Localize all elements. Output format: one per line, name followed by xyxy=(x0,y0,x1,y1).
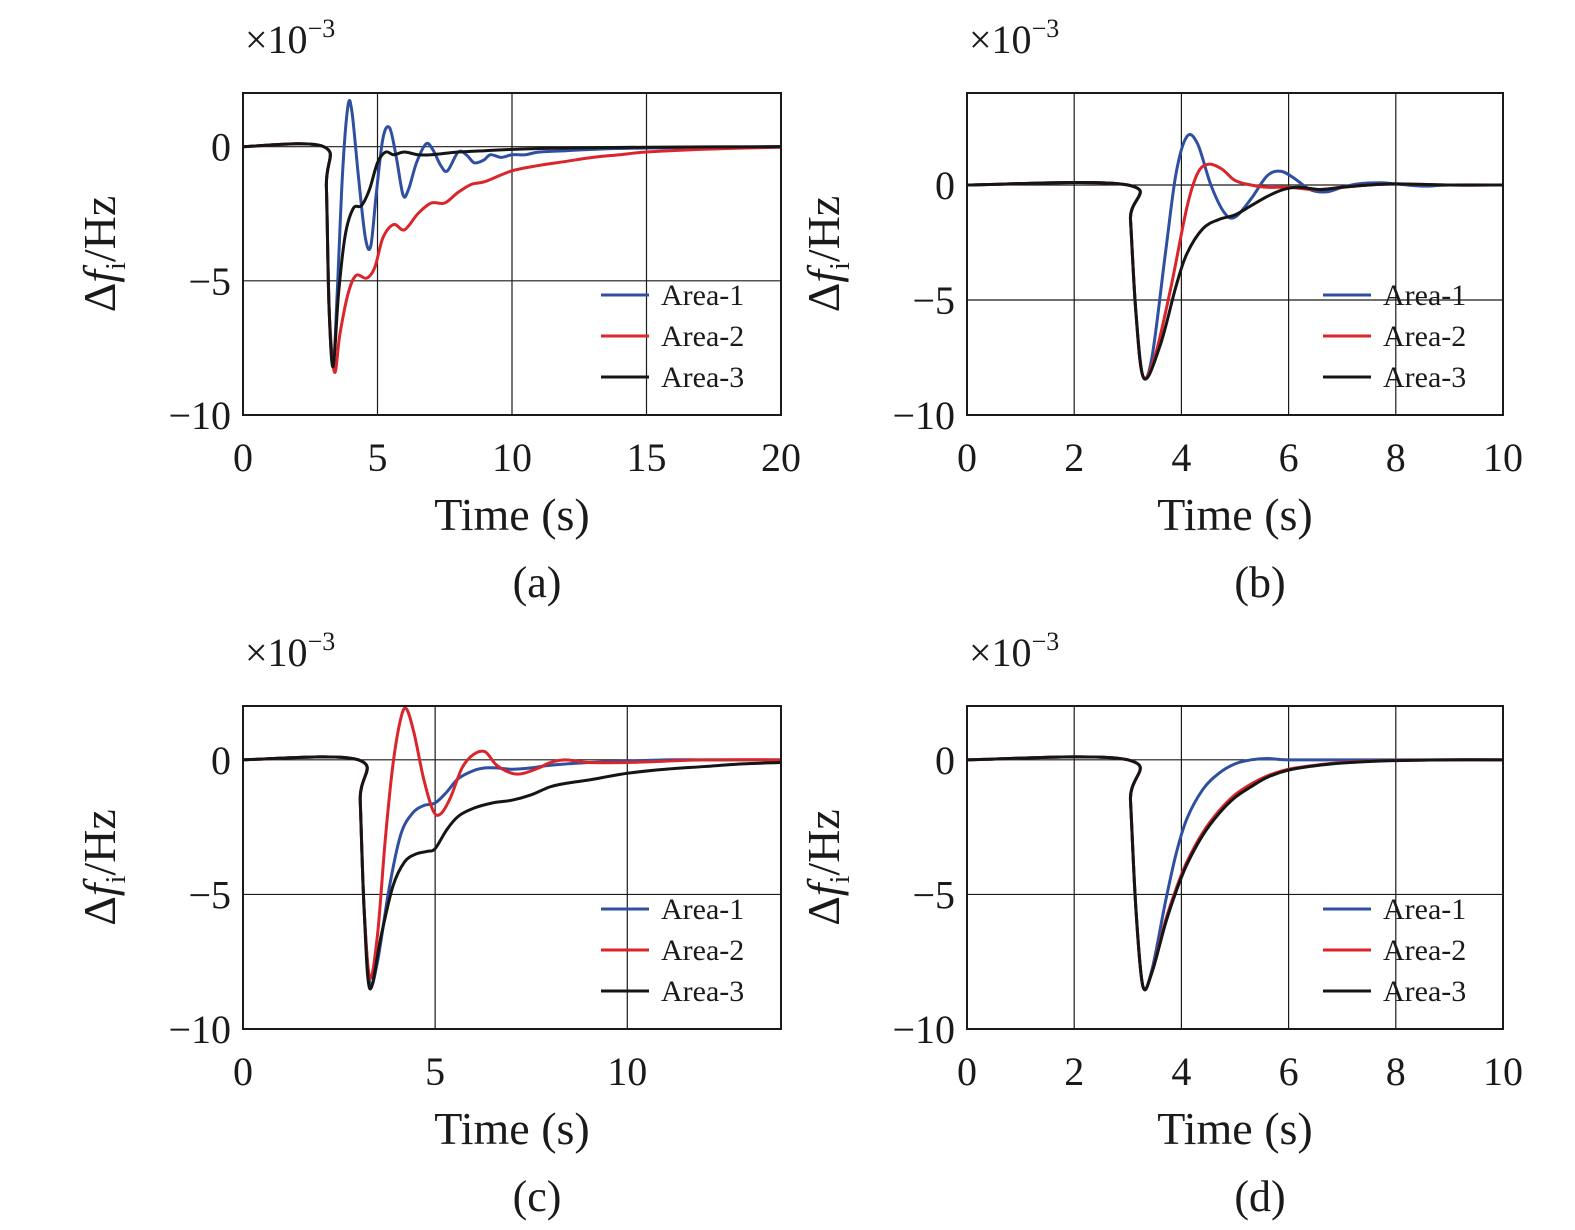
y-tick-label: 0 xyxy=(935,738,955,783)
legend-label: Area-1 xyxy=(661,893,744,926)
series-group xyxy=(967,755,1503,992)
y-multiplier: ×10−3 xyxy=(245,627,335,675)
x-axis-label: Time (s) xyxy=(434,1103,590,1154)
y-tick-label: 0 xyxy=(935,163,955,208)
legend-label: Area-3 xyxy=(1383,361,1466,394)
legend-label: Area-2 xyxy=(661,320,744,353)
series-line-area-2 xyxy=(243,142,781,374)
x-axis-label: Time (s) xyxy=(434,489,590,540)
panel-caption: (b) xyxy=(1234,558,1285,607)
chart-panel-2: 0 2 4 6 8 10 −10 −5 0 ×10−3 Time (s) Δfi/Hz (b) Area-… xyxy=(798,14,1523,607)
legend-label: Area-3 xyxy=(1383,975,1466,1008)
legend-label: Area-3 xyxy=(661,361,744,394)
x-tick-label: 2 xyxy=(1064,435,1084,480)
x-tick-label: 10 xyxy=(1483,1049,1523,1094)
series-group xyxy=(243,706,781,991)
x-axis-label: Time (s) xyxy=(1157,489,1313,540)
x-tick-label: 5 xyxy=(368,435,388,480)
plot-frame xyxy=(242,705,782,1030)
legend: Area-1 Area-2 Area-3 xyxy=(1323,279,1466,394)
x-tick-label: 15 xyxy=(627,435,667,480)
y-tick-label: −5 xyxy=(188,872,231,917)
legend-label: Area-2 xyxy=(661,934,744,967)
x-tick-label: 5 xyxy=(425,1049,445,1094)
panel-caption: (c) xyxy=(513,1172,562,1221)
y-axis-label: Δfi/Hz xyxy=(798,196,856,313)
legend-label: Area-2 xyxy=(1383,934,1466,967)
x-tick-label: 0 xyxy=(233,435,253,480)
y-multiplier: ×10−3 xyxy=(969,627,1059,675)
plot-frame xyxy=(966,92,1504,416)
legend-label: Area-1 xyxy=(1383,279,1466,312)
y-multiplier: ×10−3 xyxy=(245,14,335,62)
y-tick-label: −5 xyxy=(188,259,231,304)
plot-frame xyxy=(966,705,1504,1030)
y-tick-label: −10 xyxy=(168,1007,231,1052)
x-tick-label: 8 xyxy=(1386,435,1406,480)
legend: Area-1 Area-2 Area-3 xyxy=(1323,893,1466,1008)
series-line-area-3 xyxy=(243,142,781,369)
series-group xyxy=(243,98,781,374)
legend-label: Area-2 xyxy=(1383,320,1466,353)
series-group xyxy=(967,133,1503,381)
panel-caption: (a) xyxy=(513,558,562,607)
y-tick-label: −10 xyxy=(892,1007,955,1052)
x-tick-label: 4 xyxy=(1171,1049,1191,1094)
y-tick-label: −10 xyxy=(892,393,955,438)
y-axis-label: Δfi/Hz xyxy=(74,809,132,926)
x-tick-label: 20 xyxy=(761,435,801,480)
x-tick-label: 6 xyxy=(1279,435,1299,480)
panel-caption: (d) xyxy=(1234,1172,1285,1221)
x-tick-label: 2 xyxy=(1064,1049,1084,1094)
x-tick-label: 0 xyxy=(957,1049,977,1094)
x-tick-label: 10 xyxy=(1483,435,1523,480)
x-tick-label: 6 xyxy=(1279,1049,1299,1094)
legend: Area-1 Area-2 Area-3 xyxy=(601,279,744,394)
series-line-area-1 xyxy=(243,98,781,369)
x-tick-label: 10 xyxy=(607,1049,647,1094)
legend-label: Area-1 xyxy=(661,279,744,312)
series-line-area-3 xyxy=(243,755,781,991)
y-tick-label: −5 xyxy=(912,278,955,323)
y-tick-label: −10 xyxy=(168,393,231,438)
y-tick-label: 0 xyxy=(211,125,231,170)
x-tick-label: 10 xyxy=(492,435,532,480)
x-axis-label: Time (s) xyxy=(1157,1103,1313,1154)
legend-label: Area-1 xyxy=(1383,893,1466,926)
series-line-area-3 xyxy=(967,180,1503,381)
y-tick-label: 0 xyxy=(211,738,231,783)
chart-panel-1: 0 5 10 15 20 −10 −5 0 ×10−3 Time (s) Δfi/Hz (a) Area… xyxy=(74,14,801,607)
plot-frame xyxy=(242,92,782,416)
series-line-area-2 xyxy=(243,706,781,980)
y-tick-label: −5 xyxy=(912,872,955,917)
legend: Area-1 Area-2 Area-3 xyxy=(601,893,744,1008)
y-multiplier: ×10−3 xyxy=(969,14,1059,62)
x-tick-label: 8 xyxy=(1386,1049,1406,1094)
x-tick-label: 0 xyxy=(233,1049,253,1094)
x-tick-label: 4 xyxy=(1171,435,1191,480)
y-axis-label: Δfi/Hz xyxy=(74,196,132,313)
chart-panel-4: 0 2 4 6 8 10 −10 −5 0 ×10−3 Time (s) Δfi/Hz (d) Area-… xyxy=(798,627,1523,1221)
y-axis-label: Δfi/Hz xyxy=(798,809,856,926)
x-tick-label: 0 xyxy=(957,435,977,480)
legend-label: Area-3 xyxy=(661,975,744,1008)
series-line-area-3 xyxy=(967,755,1503,992)
